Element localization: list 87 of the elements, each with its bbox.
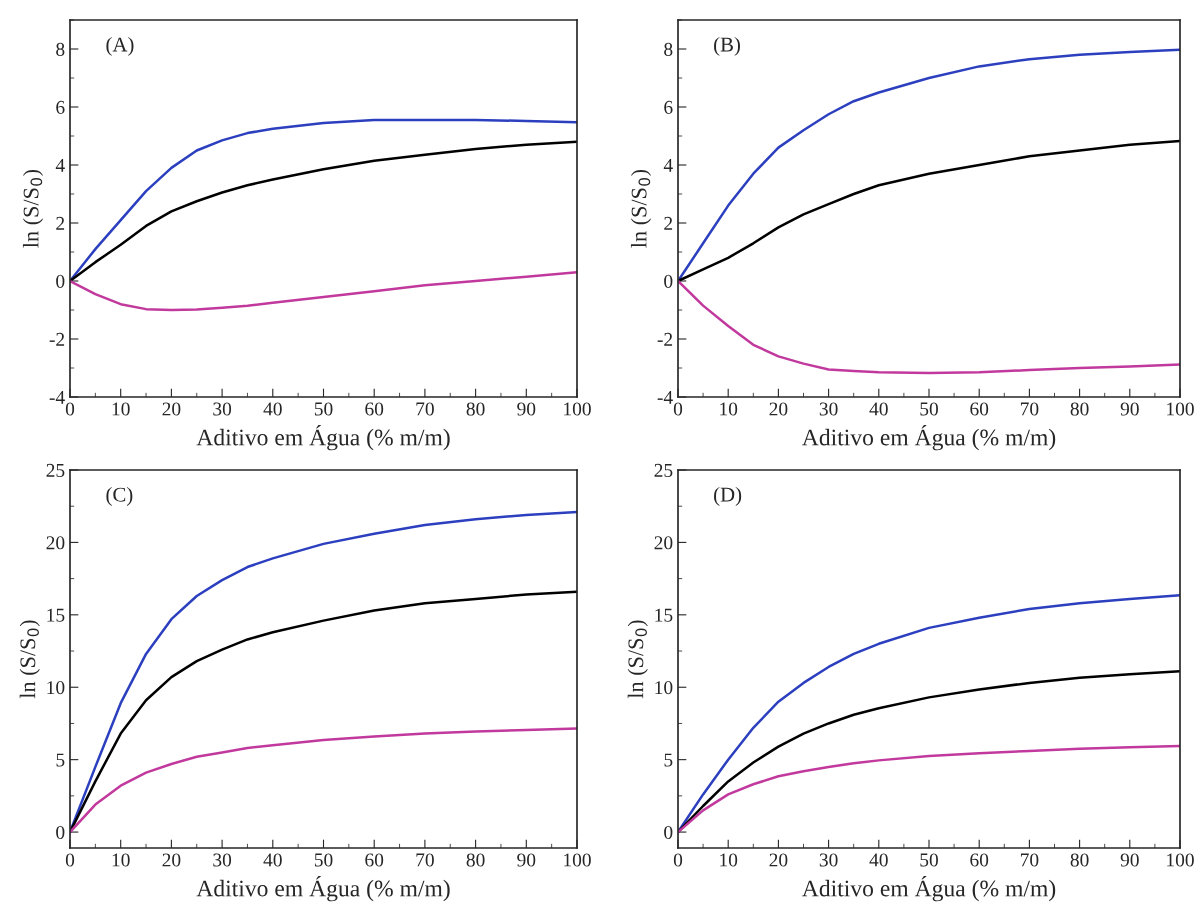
x-tick-label: 70	[1020, 402, 1039, 416]
x-tick-label: 100	[564, 853, 591, 867]
y-tick-label: 10	[655, 681, 673, 695]
x-tick-label: 60	[365, 402, 384, 416]
y-tick-label: 4	[55, 158, 65, 172]
x-tick-label: 20	[769, 402, 788, 416]
y-tick-label: 0	[56, 274, 65, 288]
y-tick-label: 25	[46, 463, 65, 477]
y-tick-label: -4	[49, 390, 65, 404]
x-tick-label: 20	[769, 853, 788, 867]
y-axis-title: ln (S/S$_{0}$)	[627, 620, 648, 699]
y-tick-label: -2	[49, 332, 65, 346]
y-tick-label: 10	[47, 681, 65, 695]
x-tick-label: 20	[162, 402, 181, 416]
y-tick-label: 25	[654, 463, 673, 477]
x-tick-label: 20	[162, 853, 181, 867]
x-tick-label: 0	[65, 853, 75, 867]
x-tick-label: 50	[314, 853, 333, 867]
y-axis-title: ln (S/S$_{0}$)	[630, 169, 652, 248]
y-axis-title: ln (S/S$_{0}$)	[22, 169, 44, 248]
y-tick-label: 8	[664, 42, 673, 56]
x-tick-label: 90	[517, 853, 536, 867]
line-series	[70, 271, 577, 312]
y-tick-label: 15	[47, 608, 65, 622]
y-tick-label: 6	[56, 100, 65, 114]
x-tick-label: 100	[1167, 853, 1194, 867]
x-tick-label: 70	[1020, 853, 1039, 867]
y-tick-label: 0	[664, 274, 673, 288]
x-tick-label: 80	[466, 853, 485, 867]
annotation: (B)	[714, 36, 740, 56]
y-tick-label: 2	[664, 216, 673, 230]
y-tick-label: 0	[664, 825, 673, 840]
annotation: (D)	[714, 487, 742, 506]
x-tick-label: 60	[970, 402, 989, 416]
x-tick-label: 100	[564, 402, 591, 416]
line-series	[678, 279, 1180, 375]
x-tick-label: 80	[1070, 402, 1089, 416]
y-tick-label: 4	[663, 158, 673, 172]
x-tick-label: 50	[314, 402, 333, 416]
x-tick-label: 10	[112, 402, 130, 416]
x-axis-title: Aditivo em Água (% m/m)	[802, 425, 1056, 451]
y-tick-label: -4	[657, 390, 673, 404]
x-tick-label: 30	[213, 853, 232, 867]
x-tick-label: 60	[365, 853, 384, 867]
y-axis-title: ln (S/S$_{0}$)	[19, 620, 40, 699]
x-tick-label: 90	[517, 402, 536, 416]
x-tick-label: 40	[869, 853, 888, 867]
x-tick-label: 90	[1120, 402, 1139, 416]
x-tick-label: 80	[466, 402, 485, 416]
x-tick-label: 0	[65, 402, 75, 416]
x-tick-label: 100	[1167, 402, 1194, 416]
x-tick-label: 90	[1120, 853, 1139, 867]
y-tick-label: 8	[56, 42, 65, 56]
x-tick-label: 0	[673, 402, 683, 416]
y-tick-label: 5	[664, 753, 673, 767]
y-tick-label: 15	[655, 608, 673, 622]
x-tick-label: 0	[673, 853, 683, 867]
x-tick-label: 30	[819, 853, 838, 867]
x-tick-label: 40	[263, 853, 282, 867]
y-tick-label: 0	[56, 825, 65, 840]
x-tick-label: 30	[213, 402, 232, 416]
x-tick-label: 30	[819, 402, 838, 416]
x-axis-title: Aditivo em Água (% m/m)	[196, 425, 450, 451]
line-series	[678, 139, 1180, 283]
y-tick-label: 2	[56, 216, 65, 230]
annotation: (C)	[106, 487, 133, 506]
x-tick-label: 60	[970, 853, 989, 867]
x-tick-label: 80	[1070, 853, 1089, 867]
x-tick-label: 40	[263, 402, 282, 416]
x-tick-label: 40	[869, 402, 888, 416]
x-tick-label: 70	[416, 853, 434, 867]
annotation: (A)	[106, 36, 134, 56]
x-tick-label: 50	[920, 853, 938, 867]
y-tick-label: 5	[56, 753, 65, 767]
x-axis-title: Aditivo em Água (% m/m)	[196, 876, 450, 902]
x-tick-label: 10	[720, 402, 738, 416]
x-tick-label: 70	[416, 402, 434, 416]
line-series	[678, 744, 1180, 834]
y-tick-label: 20	[46, 536, 65, 550]
y-tick-label: 6	[664, 100, 673, 114]
x-tick-label: 10	[720, 853, 738, 867]
line-series	[70, 727, 577, 834]
x-tick-label: 50	[920, 402, 938, 416]
y-tick-label: 20	[654, 536, 673, 550]
x-axis-title: Aditivo em Água (% m/m)	[802, 876, 1056, 902]
x-tick-label: 10	[112, 853, 130, 867]
y-tick-label: -2	[657, 332, 673, 346]
